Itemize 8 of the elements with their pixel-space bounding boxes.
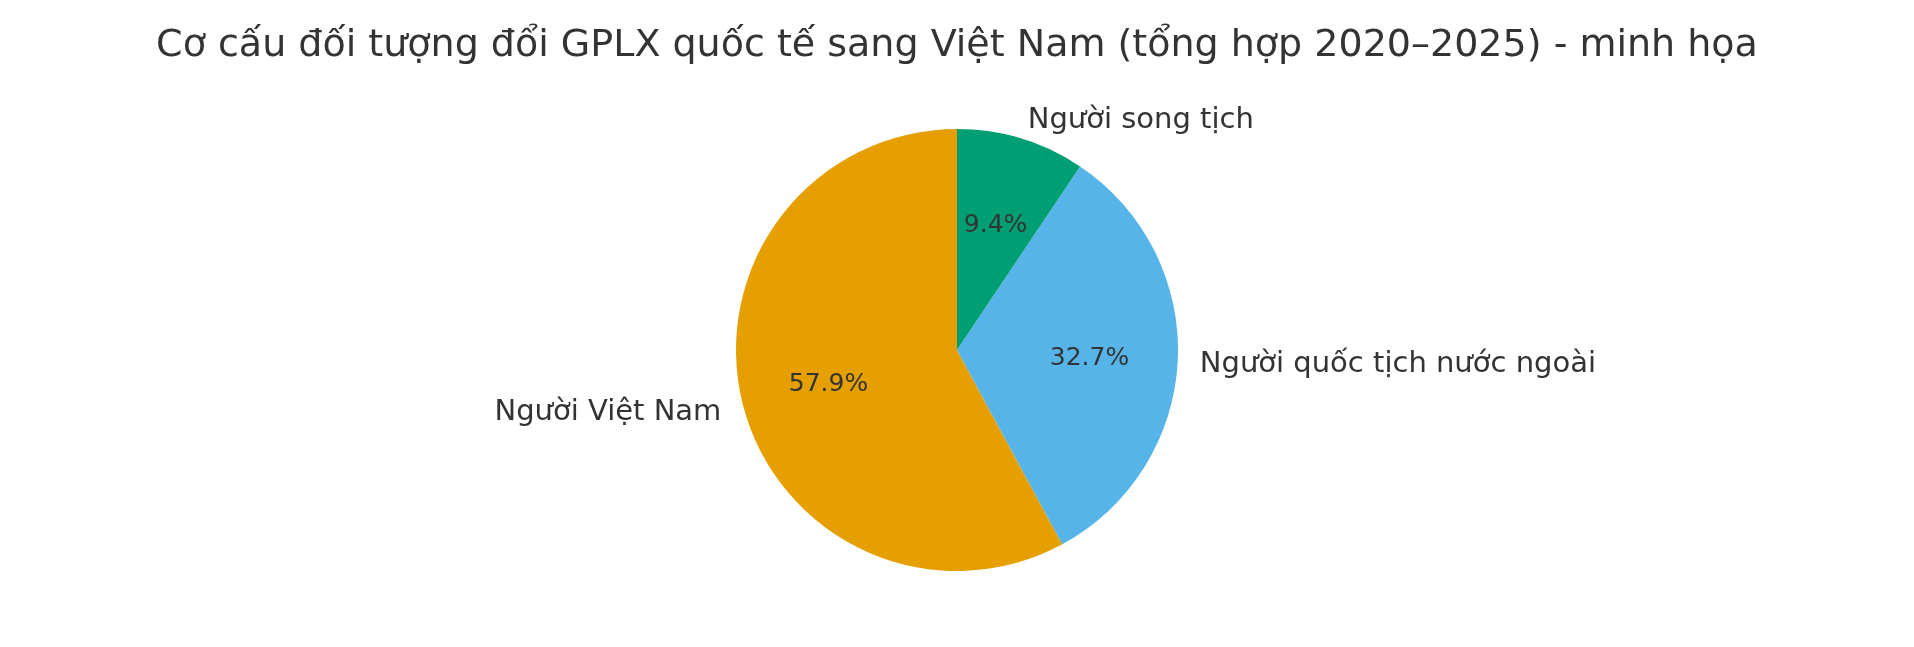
pie-slice <box>957 166 1178 545</box>
slice-label: Người song tịch <box>1027 100 1254 135</box>
chart-title: Cơ cấu đối tượng đổi GPLX quốc tế sang Việt Nam (tổng hợp 2020–2025) - minh họa <box>156 21 1758 65</box>
slice-label: Người quốc tịch nước ngoài <box>1199 344 1597 379</box>
data-label: 32.7% <box>1049 342 1130 371</box>
data-label: 57.9% <box>788 368 869 398</box>
data-label: 9.4% <box>963 208 1028 238</box>
slice-label: Người Việt Nam <box>494 392 722 427</box>
